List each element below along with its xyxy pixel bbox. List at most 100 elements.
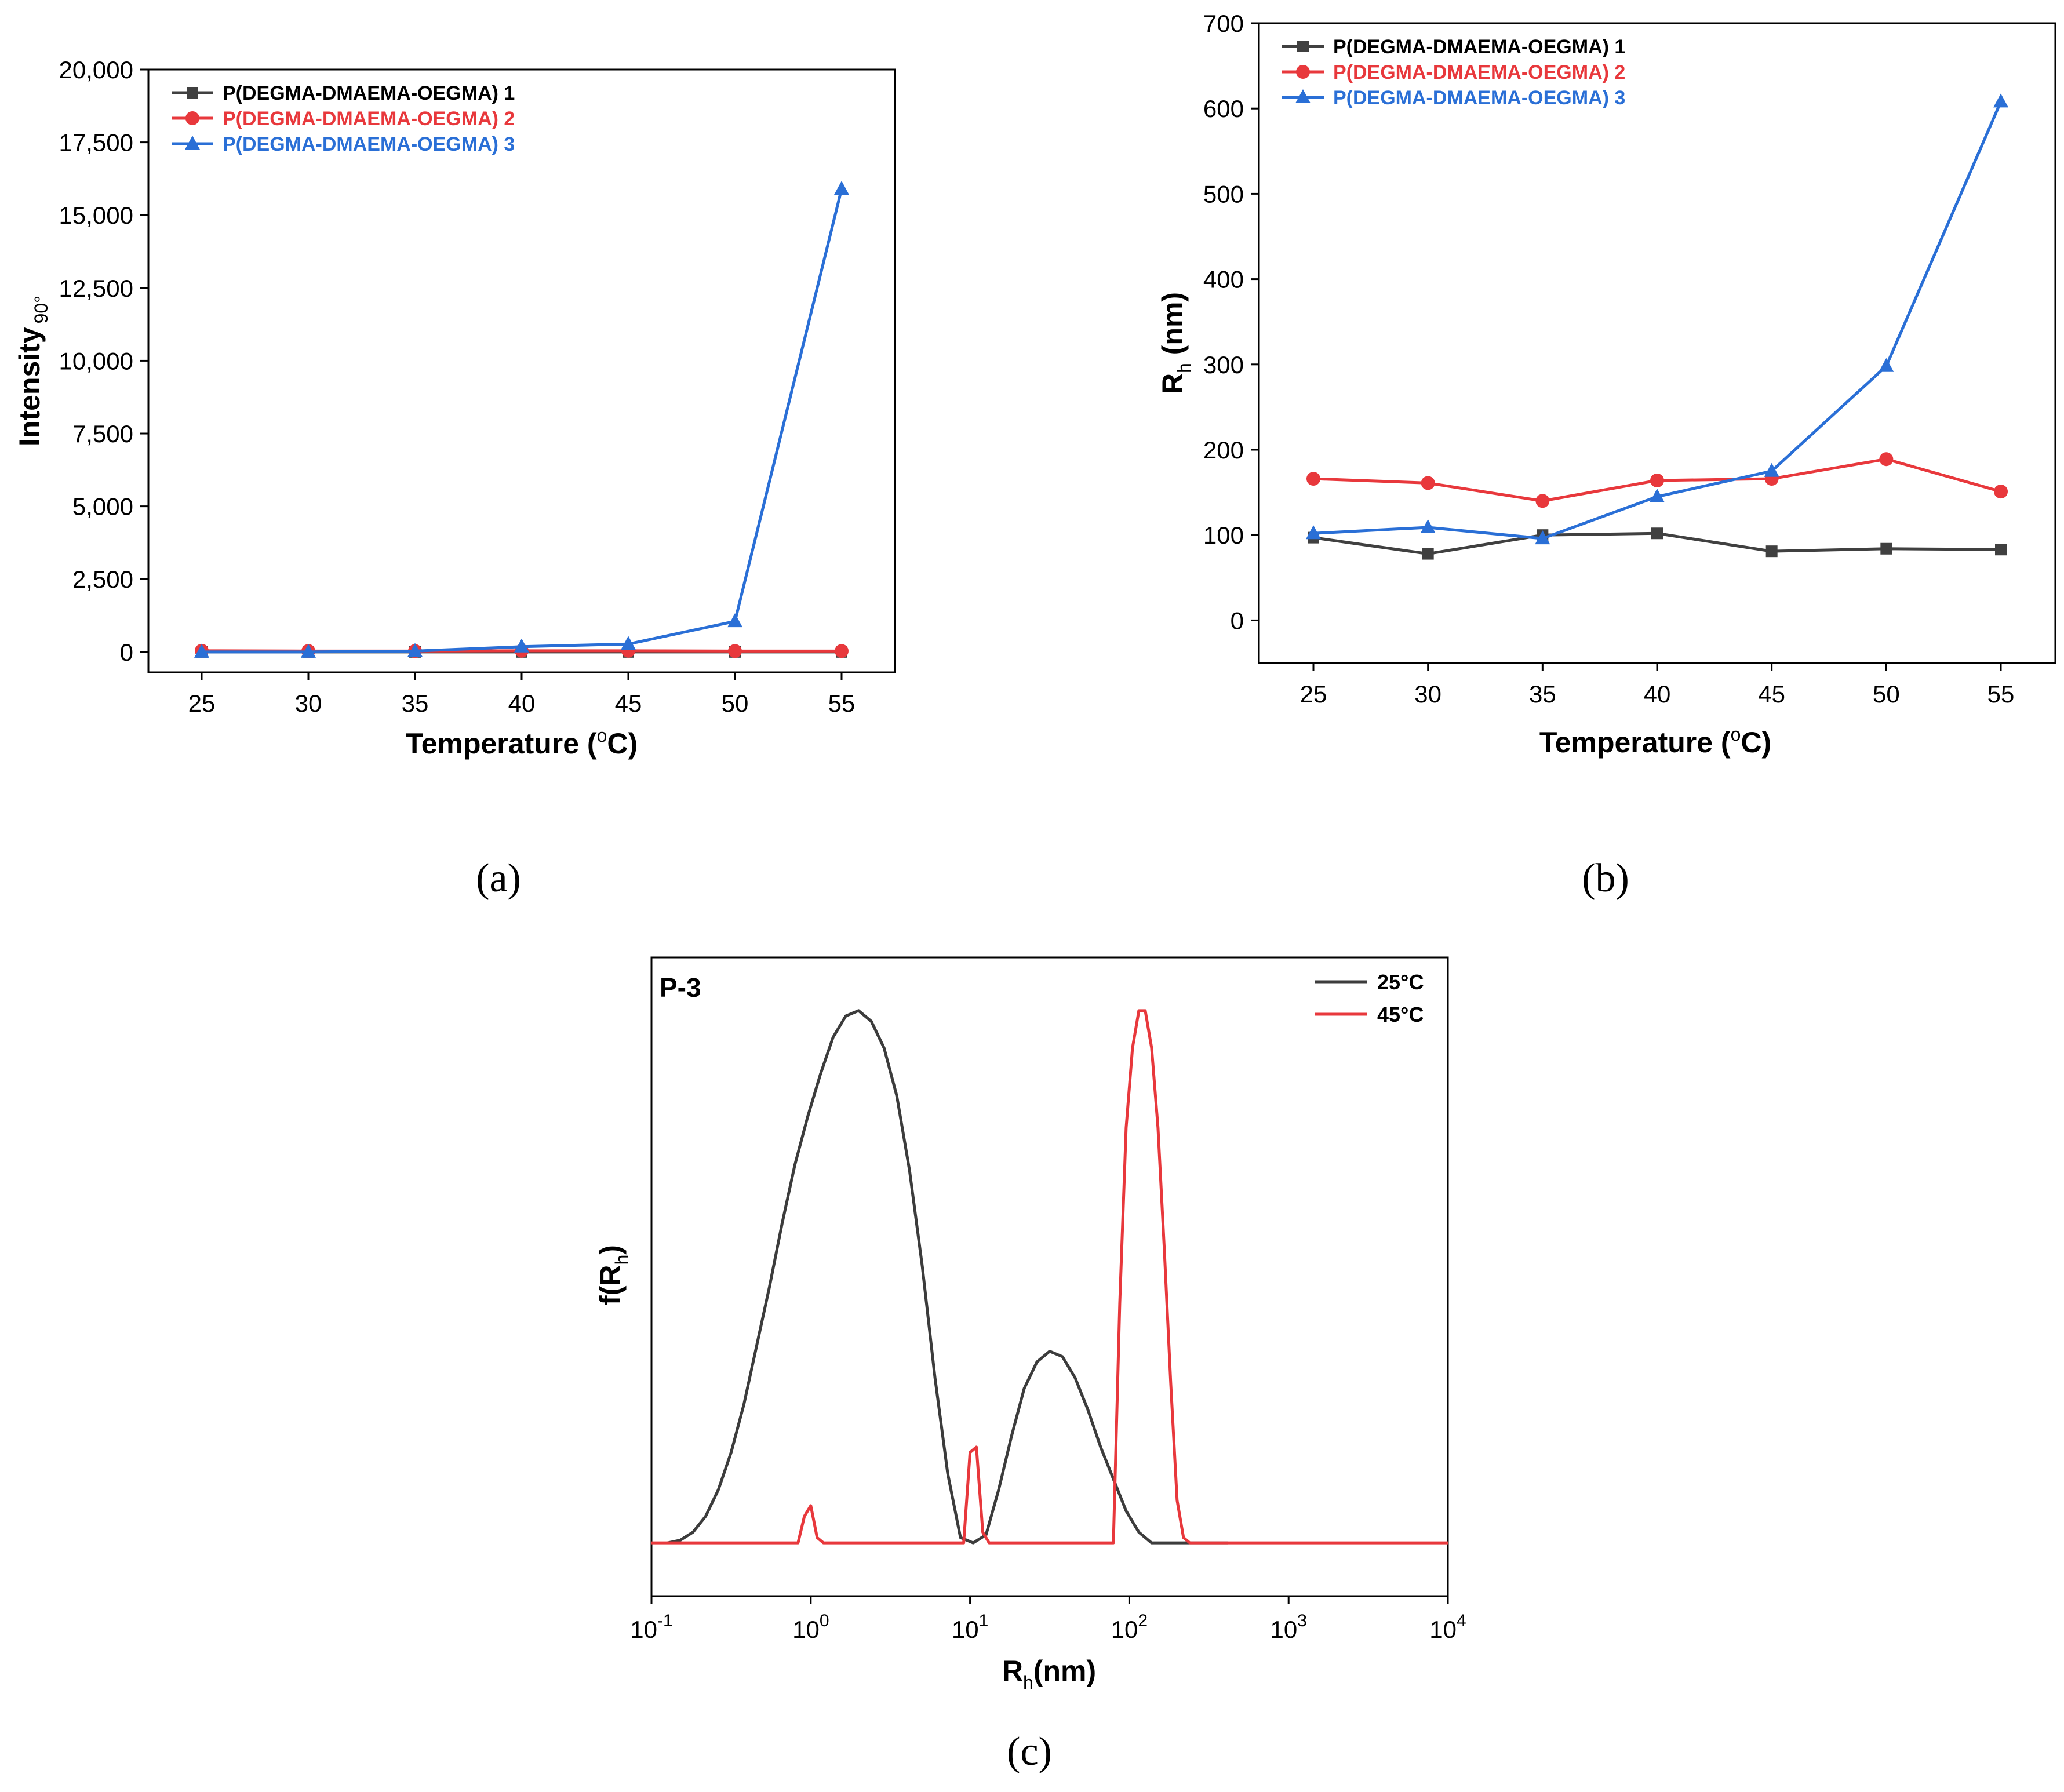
a-y-tick-label: 5,000 [72,493,133,520]
a-legend-marker [187,87,198,99]
a-series-3-line [202,188,843,654]
b-series-3-point [1306,525,1321,540]
c-x-tick-exponent: 4 [1457,1611,1466,1630]
b-series-2-point [1650,473,1664,487]
b-series-3-point [1650,488,1665,502]
c-x-tick-label: 102 [1111,1611,1148,1643]
a-legend-label: P(DEGMA-DMAEMA-OEGMA) 2 [223,108,515,130]
c-legend-label: 25°C [1377,970,1424,994]
a-y-tick-label: 7,500 [72,420,133,447]
b-series-3-line [1313,101,2003,540]
a-y-tick-label: 20,000 [59,56,133,83]
panel-a-y-ticks: 0 2,500 5,000 7,500 10,000 12,500 15,000 17,500… [59,56,148,666]
panel-a-label: (a) [476,856,521,901]
panel-b-legend: P(DEGMA-DMAEMA-OEGMA) 1 P(DEGMA-DMAEMA-OE… [1282,36,1625,109]
c-x-tick-exponent: 2 [1138,1611,1148,1630]
c-x-tick-base: 10 [1111,1616,1138,1643]
a-x-tick-label: 40 [508,690,536,717]
a-y-tick-label: 15,000 [59,202,133,229]
b-y-tick-label: 400 [1203,266,1244,293]
a-series-3-point [194,643,209,658]
b-series-1-point [1995,544,2007,556]
panel-b-label: (b) [1582,856,1629,901]
b-legend-label: P(DEGMA-DMAEMA-OEGMA) 2 [1333,61,1625,83]
c-series-1-line [667,1009,1228,1545]
b-series-1-point [1422,548,1434,560]
a-series-3-point [834,180,849,195]
a-x-tick-label: 55 [828,690,856,717]
c-x-tick-exponent: -1 [657,1611,673,1630]
panel-a-y-axis-title: Intensity90° [13,296,52,446]
a-series-3-point [621,636,636,650]
c-legend-label: 45°C [1377,1003,1424,1026]
b-x-tick-label: 50 [1873,680,1900,708]
c-x-tick-label: 100 [792,1611,829,1643]
panel-c-chart: 10-1 100 101 102 103 104 25°C45°C P-3 Rh(nm) … [594,956,1466,1774]
c-x-tick-label: 10-1 [630,1611,672,1643]
panel-b-plot-frame [1258,22,2056,664]
a-x-tick-label: 35 [402,690,429,717]
b-x-tick-label: 35 [1529,680,1556,708]
b-series-3-point [1535,530,1550,545]
panel-c-x-axis-title: Rh(nm) [1002,1655,1096,1693]
a-y-tick-label: 0 [120,639,133,666]
c-x-tick-label: 104 [1429,1611,1466,1643]
panel-c-annotation: P-3 [660,973,701,1003]
b-y-tick-label: 500 [1203,180,1244,207]
b-legend-label: P(DEGMA-DMAEMA-OEGMA) 1 [1333,36,1625,58]
c-x-tick-label: 101 [952,1611,988,1643]
panel-a-x-axis-title: Temperature (oC) [406,725,638,760]
panel-c-x-ticks: 10-1 100 101 102 103 104 [630,1596,1466,1643]
b-series-2-point [1421,476,1435,490]
c-x-tick-base: 10 [630,1616,657,1643]
b-legend-marker [1297,41,1309,52]
a-legend-marker [185,136,200,150]
b-series-1-point [1765,545,1778,558]
panel-b-y-ticks: 0 100 200 300 400 500 600 700 [1203,10,1259,634]
b-series-2-point [1535,494,1550,508]
a-legend-label: P(DEGMA-DMAEMA-OEGMA) 1 [223,82,515,104]
a-series-3-point [727,613,742,628]
c-x-tick-exponent: 3 [1297,1611,1307,1630]
panel-a-legend: P(DEGMA-DMAEMA-OEGMA) 1 P(DEGMA-DMAEMA-OE… [172,82,515,155]
b-series-3-point [1879,358,1894,372]
b-x-tick-label: 25 [1300,680,1327,708]
panel-c-label: (c) [1007,1729,1052,1774]
b-y-tick-label: 700 [1203,10,1244,37]
b-x-tick-label: 40 [1644,680,1671,708]
a-series-3-point [407,643,423,657]
b-series-3-point [1420,519,1436,533]
b-y-tick-label: 0 [1231,607,1244,634]
b-x-tick-label: 55 [1987,680,2015,708]
b-series-2-point [1994,485,2008,499]
panel-c-plot-frame [650,956,1449,1597]
c-x-tick-base: 10 [792,1616,820,1643]
b-series-1-point [1880,542,1892,555]
a-series-3-point [514,638,529,653]
c-series-2-line [651,1009,1448,1545]
b-series-2-point [1306,472,1320,486]
a-series-2-point [835,644,849,658]
b-y-tick-label: 200 [1203,436,1244,464]
b-series-3-point [1764,462,1779,477]
b-series-1-point [1651,527,1663,540]
a-series-3-point [301,643,316,658]
a-legend-label: P(DEGMA-DMAEMA-OEGMA) 3 [223,133,515,155]
b-legend-marker [1296,65,1310,79]
b-series-3-point [1993,93,2008,108]
a-series-2-point [728,644,742,658]
b-y-tick-label: 100 [1203,522,1244,549]
a-x-tick-label: 25 [188,690,216,717]
c-x-tick-base: 10 [1270,1616,1297,1643]
panel-b-x-ticks: 25 30 35 40 45 50 55 [1300,663,2015,708]
a-x-tick-label: 50 [722,690,749,717]
a-y-tick-label: 2,500 [72,566,133,593]
panel-b-series [1306,93,2008,560]
b-legend-marker [1295,89,1311,103]
panel-a-x-ticks: 25 30 35 40 45 50 55 [188,672,856,717]
panel-b-chart: 25 30 35 40 45 50 55 0 100 200 300 400 500 600 700 P(… [1156,10,2056,901]
c-x-tick-label: 103 [1270,1611,1306,1643]
c-x-tick-base: 10 [1429,1616,1457,1643]
panel-a-series [194,180,849,658]
a-y-tick-label: 12,500 [59,275,133,302]
